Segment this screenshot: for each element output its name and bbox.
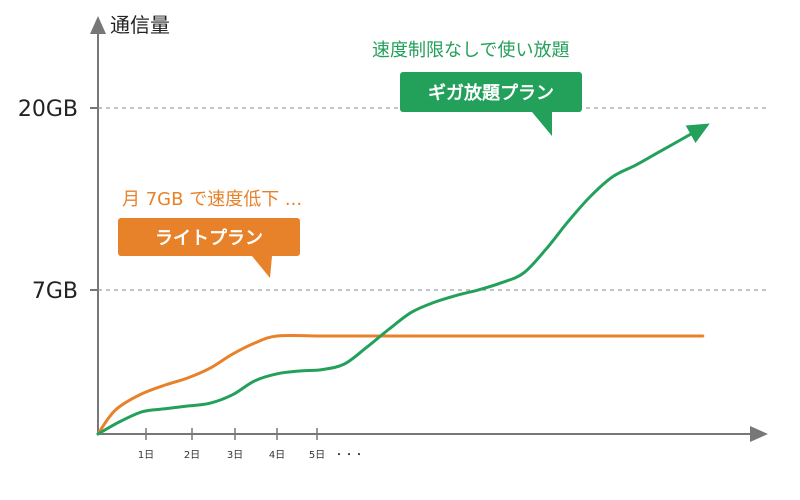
series-line-giga-plan — [96, 125, 705, 436]
x-axis-arrow — [750, 426, 768, 442]
x-tick-label: 5日 — [309, 450, 325, 461]
x-tick-label: 4日 — [269, 450, 285, 461]
x-ticks: 1日 2日 3日 4日 5日 ・・・ — [138, 428, 364, 461]
light-plan-badge: ライトプラン — [118, 218, 300, 278]
y-axis-title: 通信量 — [110, 13, 170, 37]
giga-plan-badge-label: ギガ放題プラン — [428, 82, 554, 104]
light-plan-badge-label: ライトプラン — [155, 227, 263, 249]
giga-plan-note: 速度制限なしで使い放題 — [372, 40, 569, 61]
series-line-light-plan — [96, 333, 705, 436]
giga-plan-badge: ギガ放題プラン — [400, 72, 582, 136]
y-tick-label-20gb: 20GB — [18, 97, 78, 122]
series-arrowhead-giga-plan — [685, 123, 710, 143]
x-tick-label: 3日 — [227, 450, 243, 461]
y-tick-label-7gb: 7GB — [32, 279, 78, 304]
y-axis-arrow — [90, 16, 106, 34]
x-tick-ellipsis: ・・・ — [334, 450, 364, 461]
x-tick-label: 1日 — [138, 450, 154, 461]
light-plan-note: 月 7GB で速度低下 ... — [122, 189, 302, 210]
x-tick-label: 2日 — [184, 450, 200, 461]
